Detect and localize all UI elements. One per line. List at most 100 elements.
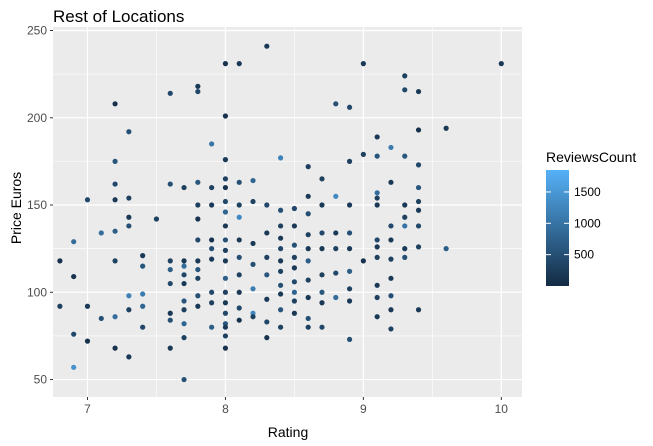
data-point: [319, 324, 325, 330]
data-point: [112, 345, 118, 351]
data-point: [291, 310, 297, 316]
data-point: [71, 364, 77, 370]
data-point: [195, 303, 201, 309]
data-points: [57, 43, 504, 383]
data-point: [291, 205, 297, 212]
data-point: [388, 293, 394, 299]
data-point: [222, 289, 229, 295]
data-point: [209, 202, 215, 208]
data-point: [346, 246, 353, 252]
data-point: [195, 179, 201, 185]
color-legend: ReviewsCount 500 1000 1500: [546, 149, 636, 286]
data-point: [264, 335, 270, 341]
data-point: [71, 331, 77, 337]
data-point: [402, 87, 408, 93]
data-point: [415, 162, 422, 168]
data-point: [319, 230, 325, 236]
data-point: [181, 298, 187, 304]
data-point: [305, 294, 311, 301]
data-point: [209, 300, 215, 306]
data-point: [167, 266, 173, 273]
data-point: [126, 354, 132, 360]
data-point: [374, 153, 380, 159]
data-point: [181, 280, 187, 287]
data-point: [402, 202, 408, 208]
data-point: [250, 177, 256, 184]
legend-break-label: 1000: [574, 216, 601, 230]
data-point: [209, 141, 215, 147]
x-tick-label: 10: [495, 402, 509, 416]
data-point: [319, 300, 325, 306]
data-point: [84, 338, 91, 344]
data-point: [415, 223, 422, 229]
data-point: [222, 324, 229, 330]
data-point: [222, 258, 229, 264]
data-point: [374, 294, 380, 301]
data-point: [388, 275, 394, 281]
data-point: [291, 289, 297, 295]
data-point: [222, 275, 229, 281]
data-point: [209, 184, 215, 191]
data-point: [126, 223, 132, 229]
data-point: [112, 158, 118, 164]
data-point: [333, 101, 339, 107]
data-point: [333, 193, 339, 199]
data-point: [236, 214, 242, 220]
data-point: [278, 282, 284, 288]
data-point: [443, 246, 449, 252]
data-point: [305, 258, 311, 264]
data-point: [195, 237, 201, 243]
data-point: [195, 83, 201, 89]
data-point: [126, 195, 132, 201]
data-point: [346, 268, 353, 274]
data-point: [388, 256, 394, 262]
data-point: [374, 237, 380, 243]
data-point: [291, 254, 297, 260]
data-point: [374, 195, 380, 201]
colorbar: [546, 170, 569, 286]
data-point: [250, 261, 256, 267]
data-point: [209, 324, 215, 330]
y-axis-title: Price Euros: [8, 172, 24, 244]
data-point: [195, 266, 201, 273]
data-point: [305, 164, 311, 170]
data-point: [222, 345, 229, 351]
data-point: [236, 202, 242, 208]
data-point: [264, 202, 270, 208]
data-point: [236, 317, 242, 323]
data-point: [388, 223, 394, 229]
data-point: [305, 324, 311, 330]
data-point: [222, 333, 229, 339]
data-point: [181, 321, 187, 327]
data-point: [126, 129, 132, 135]
data-point: [278, 307, 284, 313]
data-point: [278, 207, 284, 213]
data-point: [112, 314, 118, 320]
data-point: [319, 289, 325, 295]
data-point: [346, 286, 353, 292]
data-point: [291, 242, 297, 248]
data-point: [278, 155, 284, 161]
data-point: [346, 336, 353, 343]
data-point: [374, 254, 380, 260]
data-point: [360, 258, 366, 264]
data-point: [222, 157, 229, 163]
data-point: [333, 294, 339, 301]
data-point: [195, 293, 201, 299]
data-point: [195, 88, 201, 95]
data-point: [346, 298, 353, 304]
data-point: [167, 317, 173, 323]
data-point: [305, 232, 311, 238]
data-point: [195, 202, 201, 208]
data-point: [415, 88, 422, 95]
data-point: [222, 300, 229, 306]
data-point: [195, 258, 201, 264]
data-point: [236, 289, 242, 295]
data-point: [71, 273, 77, 280]
data-point: [415, 307, 422, 313]
data-point: [222, 176, 229, 182]
data-point: [209, 246, 215, 252]
data-point: [167, 258, 173, 264]
data-point: [402, 214, 408, 220]
